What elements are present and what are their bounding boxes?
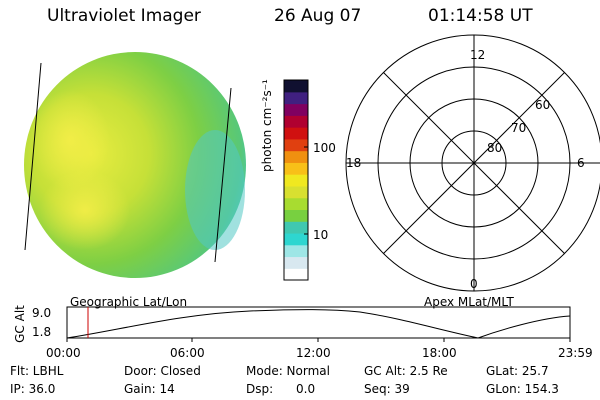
- orbit-xtick-label: 06:00: [170, 346, 205, 360]
- colorbar-segment: [284, 91, 308, 105]
- filter-info: Flt: LBHL: [10, 364, 64, 378]
- uv-earth-image: [24, 52, 246, 278]
- colorbar-segment: [284, 244, 308, 258]
- gain-info: Gain: 14: [124, 382, 175, 396]
- gc-alt-info: GC Alt: 2.5 Re: [364, 364, 448, 378]
- glon-info: GLon: 154.3: [486, 382, 559, 396]
- colorbar-segment: [284, 162, 308, 175]
- colorbar-segment: [284, 174, 308, 187]
- door-info: Door: Closed: [124, 364, 201, 378]
- date-label: 26 Aug 07: [274, 6, 362, 26]
- colorbar-segment: [284, 268, 308, 281]
- colorbar-segment: [284, 232, 308, 246]
- terminator-line-left: [24, 62, 42, 251]
- colorbar-segment: [284, 127, 308, 140]
- colorbar-segment: [284, 185, 308, 199]
- colorbar-segment: [284, 197, 308, 211]
- orbit-altitude-curve: [66, 309, 571, 339]
- uv-bright-region: [40, 170, 130, 250]
- orbit-y-min: 1.8: [32, 325, 52, 339]
- orbit-plot-frame: [66, 306, 571, 339]
- colorbar-segment: [284, 80, 308, 93]
- polar-diagonal: [383, 72, 565, 254]
- ip-info: IP: 36.0: [10, 382, 56, 396]
- dsp-label: Dsp:: [246, 382, 274, 396]
- uv-bright-region: [30, 90, 110, 190]
- colorbar: [283, 79, 309, 281]
- colorbar-segment: [284, 103, 308, 116]
- polar-label-6: 6: [577, 156, 585, 170]
- orbit-xtick-label: 00:00: [46, 346, 81, 360]
- colorbar-segment: [284, 256, 308, 269]
- uv-dim-edge: [185, 130, 245, 250]
- mode-info: Mode: Normal: [246, 364, 330, 378]
- orbit-y-max: 9.0: [32, 306, 52, 320]
- colorbar-tick-100: 100: [313, 141, 336, 155]
- colorbar-segment: [284, 115, 308, 128]
- orbit-right-caption: Apex MLat/MLT: [424, 295, 514, 309]
- colorbar-segment: [284, 221, 308, 234]
- time-label: 01:14:58 UT: [428, 6, 533, 26]
- orbit-xtick-label: 18:00: [422, 346, 457, 360]
- polar-ring-label-70: 70: [511, 121, 527, 135]
- dsp-value: 0.0: [296, 382, 316, 396]
- orbit-left-caption: Geographic Lat/Lon: [70, 295, 188, 309]
- polar-label-0: 0: [470, 277, 478, 291]
- instrument-title: Ultraviolet Imager: [47, 6, 201, 26]
- orbit-xtick-label: 23:59: [558, 346, 593, 360]
- colorbar-segment: [284, 138, 308, 152]
- glat-info: GLat: 25.7: [486, 364, 549, 378]
- seq-info: Seq: 39: [364, 382, 410, 396]
- polar-label-12: 12: [470, 48, 486, 62]
- polar-plot: [345, 34, 600, 292]
- colorbar-segment: [284, 209, 308, 222]
- colorbar-segment: [284, 150, 308, 163]
- polar-label-18: 18: [346, 156, 362, 170]
- colorbar-frame: [283, 79, 309, 281]
- polar-ring-label-80: 80: [487, 141, 503, 155]
- terminator-line-right: [214, 87, 232, 263]
- colorbar-tick-10: 10: [313, 228, 329, 242]
- polar-ring-label-60: 60: [535, 98, 551, 112]
- orbit-xtick-label: 12:00: [296, 346, 331, 360]
